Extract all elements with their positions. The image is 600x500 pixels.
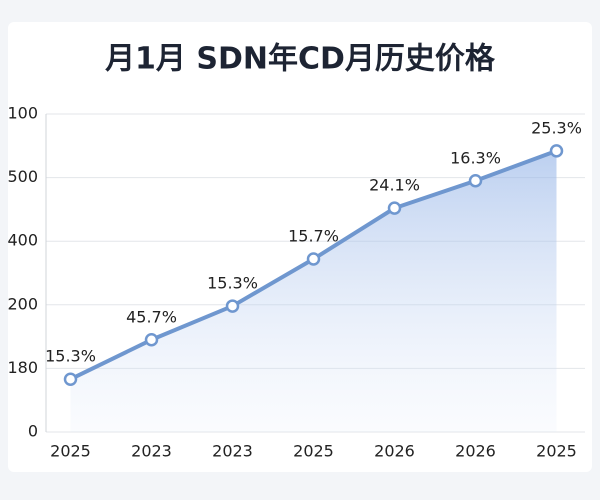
point [549, 144, 564, 158]
y-tick-label: 200 [7, 294, 38, 313]
point [387, 201, 402, 215]
x-tick-label: 2025 [50, 442, 91, 461]
point-label: 24.1% [369, 176, 420, 195]
point [468, 174, 483, 188]
point-label: 15.7% [288, 227, 339, 246]
point [306, 252, 321, 266]
point-label: 25.3% [531, 118, 582, 137]
x-tick-label: 2025 [536, 442, 577, 461]
x-tick-label: 2026 [455, 442, 496, 461]
x-tick-label: 2023 [212, 442, 253, 461]
point [225, 299, 240, 313]
y-tick-label: 400 [7, 231, 38, 250]
x-tick-label: 2025 [293, 442, 334, 461]
point [63, 372, 78, 386]
y-tick-label: 500 [7, 167, 38, 186]
area [70, 150, 557, 432]
point-label: 15.3% [45, 347, 96, 366]
x-tick-label: 2023 [131, 442, 172, 461]
point-label: 45.7% [126, 307, 177, 326]
chart-title: 月1月 SDN年CD月历史价格 [105, 42, 496, 77]
point [144, 333, 159, 347]
y-tick-label: 0 [28, 422, 38, 441]
y-tick-label: 180 [7, 358, 38, 377]
x-tick-label: 2026 [374, 442, 415, 461]
y-tick-label: 100 [7, 104, 38, 123]
point-label: 16.3% [450, 148, 501, 167]
point-label: 15.3% [207, 274, 258, 293]
